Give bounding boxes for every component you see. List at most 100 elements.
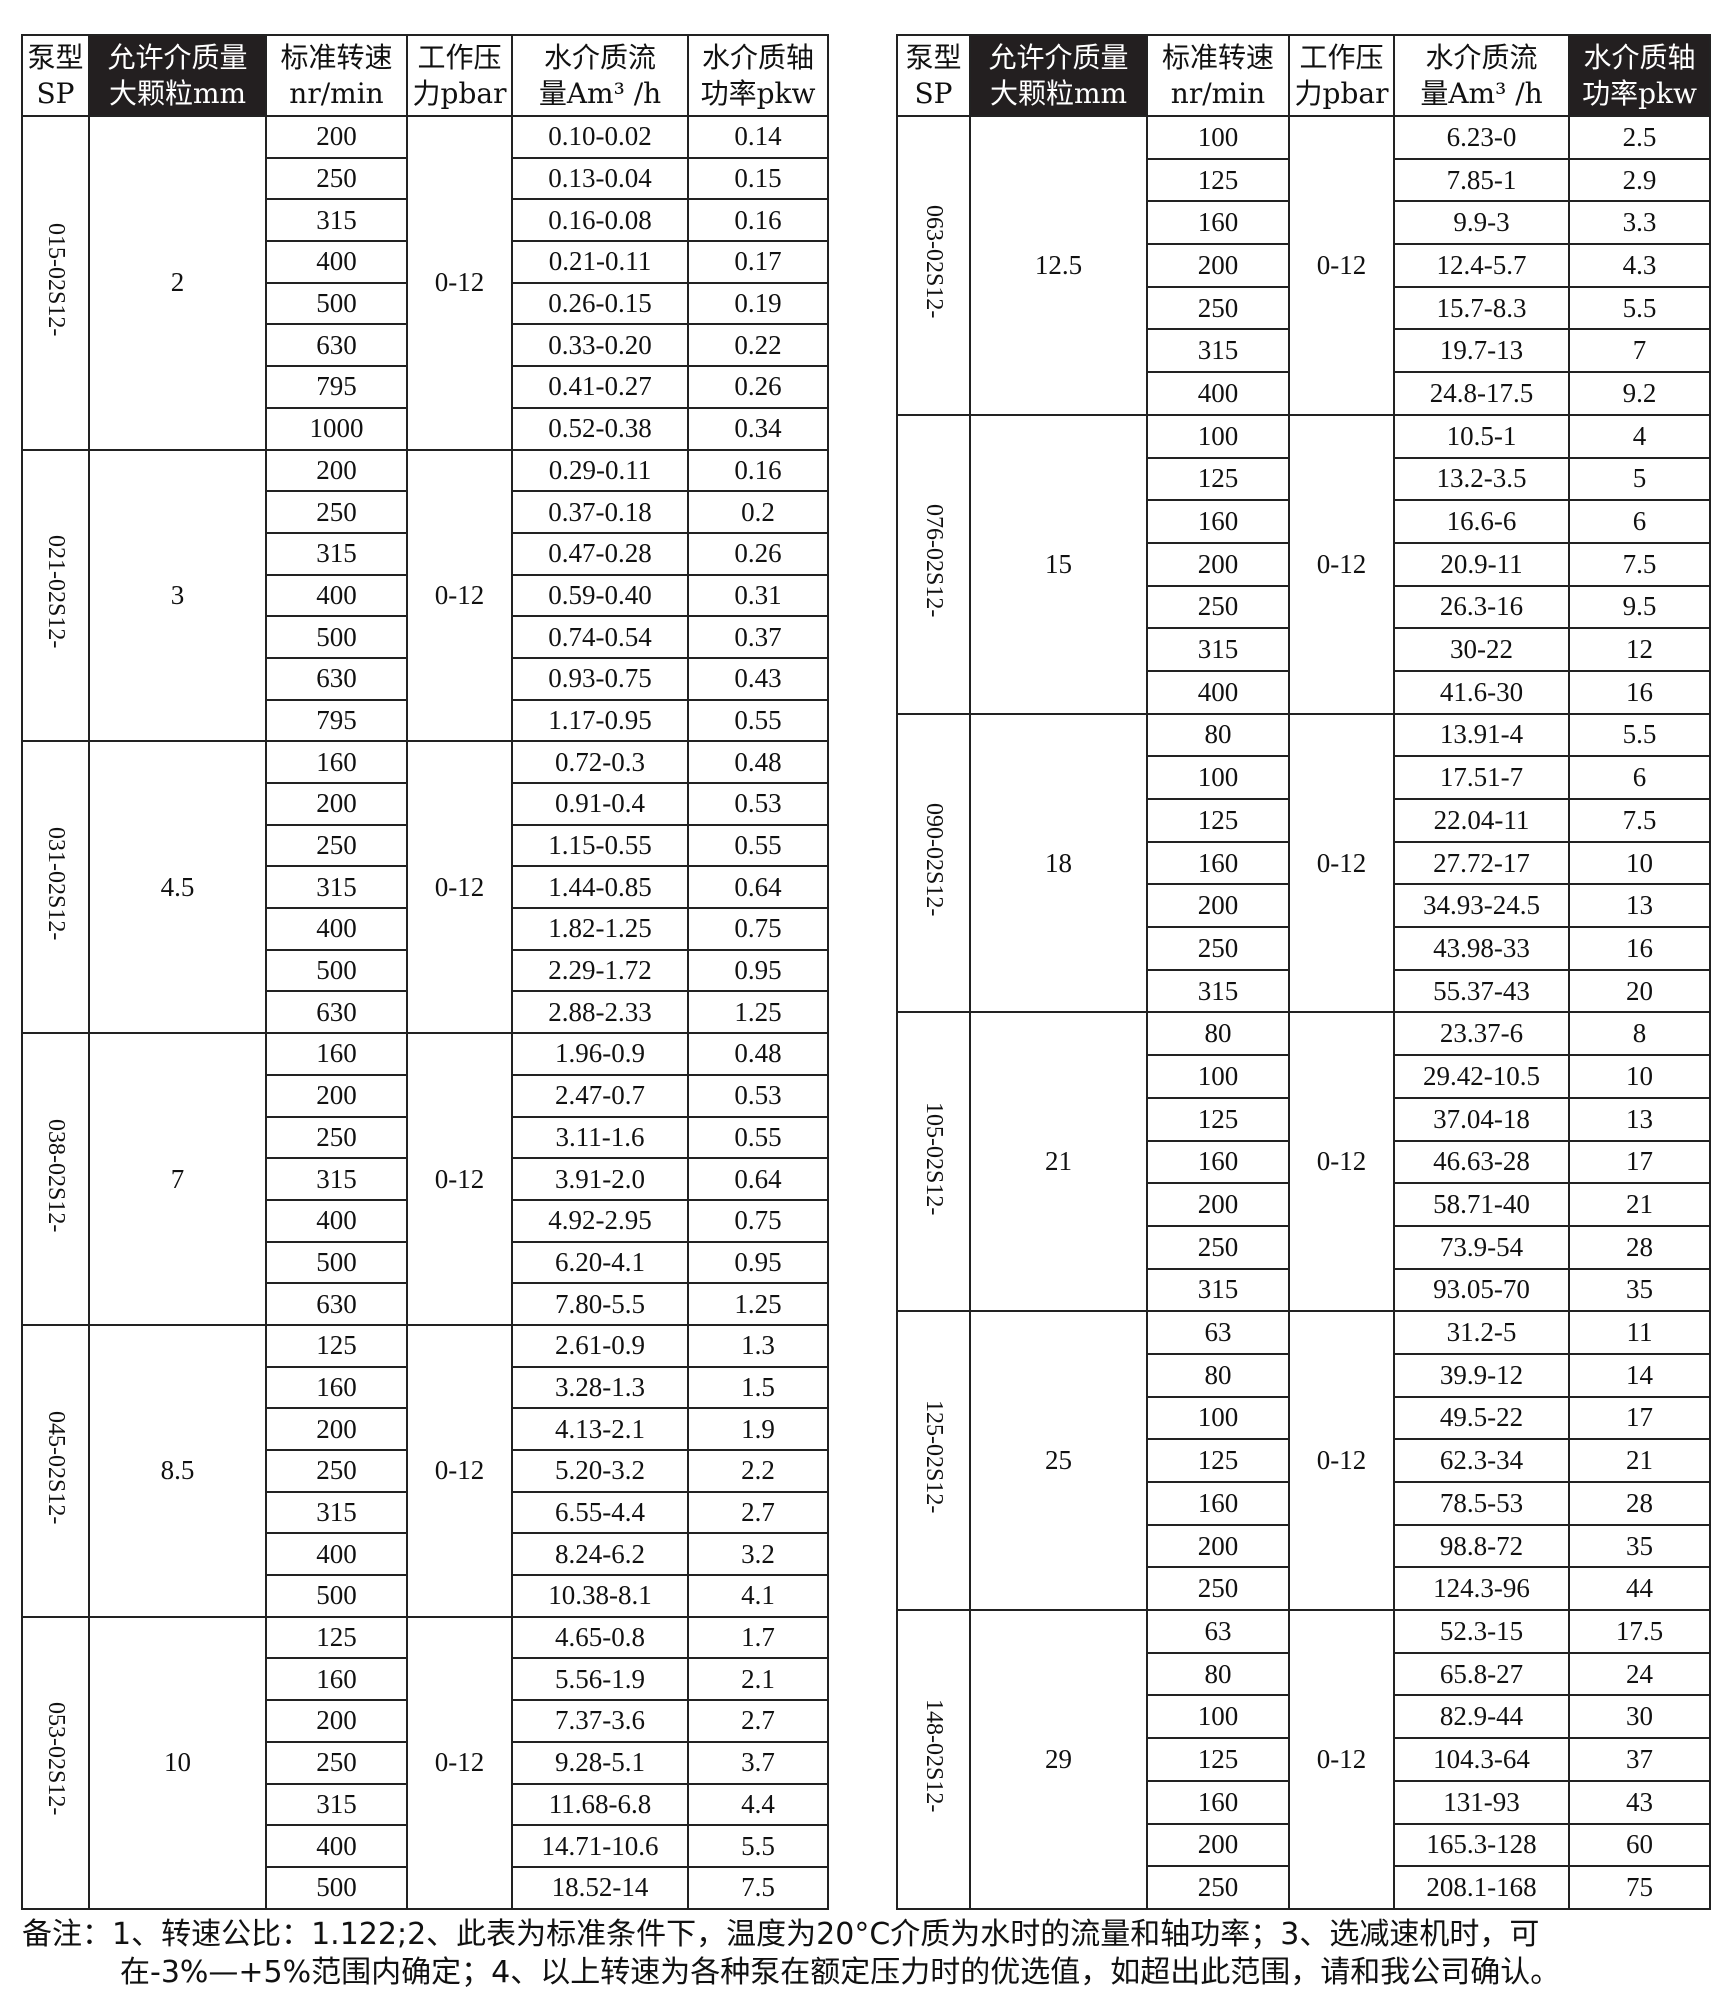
model-label: 015-02S12- bbox=[43, 222, 69, 336]
power-cell: 0.26 bbox=[687, 531, 829, 576]
table-row: 250 3.11-1.6 0.55 bbox=[22, 1115, 829, 1160]
table-row: 400 4.92-2.95 0.75 bbox=[22, 1198, 829, 1243]
power-cell: 5.5 bbox=[1568, 285, 1711, 331]
table-row: 315 1.44-0.85 0.64 bbox=[22, 865, 829, 910]
table-row: 125 37.04-18 13 bbox=[897, 1096, 1711, 1142]
speed-cell: 500 bbox=[265, 281, 408, 326]
flow-cell: 37.04-18 bbox=[1393, 1096, 1570, 1142]
speed-cell: 250 bbox=[265, 1449, 408, 1493]
speed-cell: 80 bbox=[1146, 1011, 1290, 1057]
pump-spec-table-left: 泵型 SP 允许介质量 大颗粒mm 标准转速 nr/min 工作压 力pbar 水介质流 量Am³… bbox=[21, 34, 829, 1910]
power-cell: 0.14 bbox=[687, 115, 829, 159]
table-row: 125-02S12- 25 63 0-12 31.2-5 11 bbox=[896, 1310, 1711, 1612]
header-particle-size: 允许介质量 大颗粒mm bbox=[969, 34, 1148, 117]
table-row: 200 58.71-40 21 bbox=[897, 1182, 1711, 1227]
pressure-cell: 0-12 bbox=[406, 1032, 513, 1326]
power-cell: 11 bbox=[1568, 1310, 1711, 1355]
power-cell: 28 bbox=[1568, 1224, 1711, 1270]
table-row: 200 34.93-24.5 13 bbox=[897, 883, 1711, 929]
speed-cell: 200 bbox=[265, 1407, 408, 1451]
power-cell: 3.3 bbox=[1568, 200, 1711, 246]
speed-cell: 80 bbox=[1146, 712, 1290, 758]
header-line-2: SP bbox=[36, 76, 75, 110]
particle-size-cell: 10 bbox=[88, 1615, 267, 1910]
power-cell: 16 bbox=[1568, 926, 1711, 971]
flow-cell: 0.59-0.40 bbox=[511, 573, 689, 618]
table-row: 400 8.24-6.2 3.2 bbox=[22, 1532, 829, 1577]
header-line-2: 量Am³ /h bbox=[538, 76, 662, 110]
power-cell: 13 bbox=[1568, 1096, 1711, 1142]
flow-cell: 93.05-70 bbox=[1393, 1267, 1570, 1313]
power-cell: 1.7 bbox=[687, 1615, 829, 1660]
flow-cell: 4.92-2.95 bbox=[511, 1198, 689, 1243]
speed-cell: 250 bbox=[265, 1115, 408, 1160]
speed-cell: 125 bbox=[1146, 1096, 1290, 1142]
speed-cell: 400 bbox=[265, 240, 408, 284]
model-cell: 090-02S12- bbox=[896, 712, 971, 1014]
header-line-1: 水介质流 bbox=[1425, 40, 1538, 74]
power-cell: 3.2 bbox=[687, 1532, 829, 1577]
flow-cell: 11.68-6.8 bbox=[511, 1782, 689, 1827]
table-row: 250 0.37-0.18 0.2 bbox=[22, 490, 829, 534]
flow-cell: 73.9-54 bbox=[1393, 1224, 1570, 1270]
table-row: 250 43.98-33 16 bbox=[897, 926, 1711, 971]
table-row: 021-02S12- 3 200 0-12 0.29-0.11 0.16 bbox=[21, 448, 829, 743]
flow-cell: 0.74-0.54 bbox=[511, 615, 689, 659]
flow-cell: 49.5-22 bbox=[1393, 1395, 1570, 1441]
power-cell: 0.64 bbox=[687, 865, 829, 910]
header-pressure: 工作压 力pbar bbox=[1288, 34, 1395, 117]
power-cell: 37 bbox=[1568, 1737, 1711, 1782]
speed-cell: 200 bbox=[1146, 1523, 1290, 1569]
power-cell: 1.3 bbox=[687, 1323, 829, 1368]
speed-cell: 630 bbox=[265, 990, 408, 1035]
speed-cell: 200 bbox=[1146, 883, 1290, 929]
flow-cell: 46.63-28 bbox=[1393, 1139, 1570, 1185]
particle-size-cell: 21 bbox=[969, 1011, 1148, 1313]
flow-cell: 0.52-0.38 bbox=[511, 406, 689, 451]
model-label: 105-02S12- bbox=[921, 1101, 947, 1216]
power-cell: 0.95 bbox=[687, 948, 829, 993]
power-cell: 10 bbox=[1568, 840, 1711, 886]
power-cell: 60 bbox=[1568, 1822, 1711, 1868]
speed-cell: 315 bbox=[1146, 627, 1290, 672]
table-row: 125 62.3-34 21 bbox=[897, 1438, 1711, 1483]
table-row: 200 4.13-2.1 1.9 bbox=[22, 1407, 829, 1451]
speed-cell: 125 bbox=[1146, 157, 1290, 203]
speed-cell: 100 bbox=[1146, 1694, 1290, 1740]
header-line-2: nr/min bbox=[289, 76, 384, 110]
header-line-2: 力pbar bbox=[412, 76, 507, 110]
power-cell: 4 bbox=[1568, 413, 1711, 459]
power-cell: 0.43 bbox=[687, 656, 829, 701]
speed-cell: 630 bbox=[265, 323, 408, 368]
flow-cell: 1.17-0.95 bbox=[511, 698, 689, 743]
header-line-2: SP bbox=[914, 76, 953, 110]
model-cell: 076-02S12- bbox=[896, 413, 971, 715]
flow-cell: 0.10-0.02 bbox=[511, 115, 689, 159]
model-label: 125-02S12- bbox=[921, 1400, 947, 1514]
flow-cell: 26.3-16 bbox=[1393, 584, 1570, 630]
speed-cell: 100 bbox=[1146, 1054, 1290, 1099]
flow-cell: 0.33-0.20 bbox=[511, 323, 689, 368]
power-cell: 1.5 bbox=[687, 1365, 829, 1410]
flow-cell: 1.44-0.85 bbox=[511, 865, 689, 910]
table-row: 160 3.28-1.3 1.5 bbox=[22, 1365, 829, 1410]
header-particle-size: 允许介质量 大颗粒mm bbox=[88, 34, 267, 117]
table-row: 100 82.9-44 30 bbox=[897, 1694, 1711, 1740]
flow-cell: 41.6-30 bbox=[1393, 669, 1570, 715]
table-row: 500 10.38-8.1 4.1 bbox=[22, 1574, 829, 1618]
header-line-1: 允许介质量 bbox=[107, 40, 248, 74]
table-row: 053-02S12- 10 125 0-12 4.65-0.8 1.7 bbox=[21, 1615, 829, 1910]
flow-cell: 0.93-0.75 bbox=[511, 656, 689, 701]
header-line-2: 功率pkw bbox=[700, 76, 816, 110]
speed-cell: 630 bbox=[265, 656, 408, 701]
table-row: 200 0.91-0.4 0.53 bbox=[22, 782, 829, 826]
flow-cell: 82.9-44 bbox=[1393, 1694, 1570, 1740]
header-line-1: 水介质轴 bbox=[701, 40, 814, 74]
speed-cell: 63 bbox=[1146, 1609, 1290, 1654]
table-row: 105-02S12- 21 80 0-12 23.37-6 8 bbox=[896, 1011, 1711, 1313]
flow-cell: 43.98-33 bbox=[1393, 926, 1570, 971]
power-cell: 6 bbox=[1568, 755, 1711, 800]
speed-cell: 250 bbox=[1146, 926, 1290, 971]
flow-cell: 15.7-8.3 bbox=[1393, 285, 1570, 331]
power-cell: 4.1 bbox=[687, 1574, 829, 1618]
